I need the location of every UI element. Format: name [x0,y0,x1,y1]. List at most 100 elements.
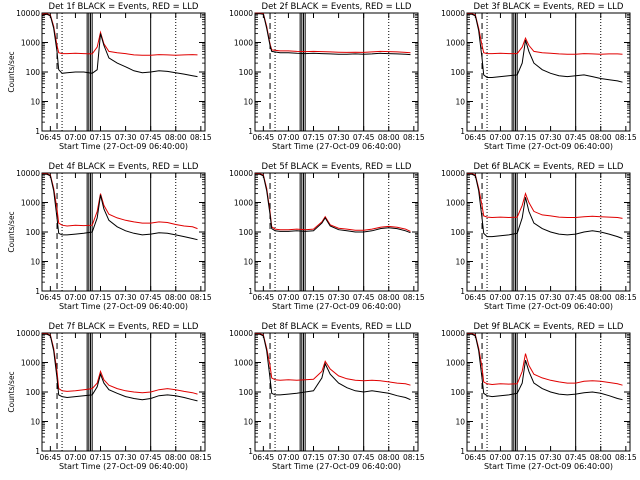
panel-title: Det 7f BLACK = Events, RED = LLD [49,322,199,332]
y-tick-label: 1000 [21,199,40,208]
events-line [41,13,198,78]
x-axis-label: Start Time (27-Oct-09 06:40:00) [59,462,188,471]
x-axis-label: Start Time (27-Oct-09 06:40:00) [272,142,401,151]
lld-series [255,173,411,232]
lld-series [467,13,623,55]
x-tick-label: 07:15 [90,453,112,462]
x-tick-label: 08:00 [378,453,400,462]
plot-frame [254,12,419,132]
x-tick-label: 07:45 [565,453,587,462]
x-tick-label: 07:30 [540,453,562,462]
x-tick-label: 06:45 [253,453,275,462]
lld-line [41,13,198,56]
y-tick-label: 10 [455,258,465,267]
x-tick-label: 07:45 [353,293,375,302]
plot-frame [254,332,419,452]
y-tick-label: 1 [460,127,465,136]
x-tick-label: 07:30 [540,133,562,142]
panel-title: Det 3f BLACK = Events, RED = LLD [474,2,624,12]
x-tick-label: 07:15 [515,293,537,302]
y-tick-label: 10 [243,418,253,427]
x-axis-label: Start Time (27-Oct-09 06:40:00) [484,462,613,471]
x-tick-label: 07:15 [515,133,537,142]
y-tick-label: 100 [26,228,41,237]
x-tick-label: 07:00 [490,453,512,462]
x-tick-label: 06:45 [465,293,487,302]
x-tick-label: 06:45 [465,453,487,462]
y-tick-label: 10000 [441,9,465,18]
y-tick-label: 10000 [229,9,253,18]
x-tick-label: 07:45 [140,133,162,142]
lld-line [467,333,623,386]
y-tick-label: 10 [243,98,253,107]
y-tick-label: 100 [239,388,254,397]
x-tick-label: 08:00 [378,133,400,142]
y-tick-label: 10000 [16,169,40,178]
lld-series [255,333,411,386]
x-tick-label: 06:45 [465,133,487,142]
x-tick-label: 08:00 [590,293,612,302]
x-tick-label: 08:00 [590,453,612,462]
y-tick-label: 100 [451,228,466,237]
x-tick-label: 07:00 [278,453,300,462]
x-tick-label: 08:00 [165,453,187,462]
events-line [42,333,198,402]
y-tick-label: 1000 [234,199,253,208]
lld-series [467,173,623,219]
x-tick-label: 07:00 [278,293,300,302]
y-tick-label: 100 [239,68,254,77]
plot-frame [466,332,631,452]
y-tick-label: 1 [248,287,253,296]
x-tick-label: 08:15 [403,453,425,462]
y-tick-label: 100 [239,228,254,237]
lld-line [255,12,411,54]
detector-panel-4: Det 4f BLACK = Events, RED = LLD 1 10 100 10… [7,162,212,311]
y-tick-label: 1 [460,447,465,456]
events-line [467,333,623,401]
events-line [467,13,623,83]
x-tick-label: 06:45 [40,453,62,462]
detector-panel-7: Det 7f BLACK = Events, RED = LLD 1 10 100 10… [7,322,212,471]
x-tick-label: 07:45 [140,293,162,302]
y-tick-label: 1000 [446,199,465,208]
lld-line [255,173,411,232]
events-line [255,13,411,56]
y-tick-label: 10000 [229,169,253,178]
y-tick-label: 10000 [441,169,465,178]
x-axis-label: Start Time (27-Oct-09 06:40:00) [272,302,401,311]
x-axis-label: Start Time (27-Oct-09 06:40:00) [59,142,188,151]
events-line [255,333,411,401]
x-axis-label: Start Time (27-Oct-09 06:40:00) [59,302,188,311]
x-tick-label: 08:15 [615,453,637,462]
detector-panel-8: Det 8f BLACK = Events, RED = LLD 1 10 100 10… [229,322,425,471]
x-tick-label: 07:15 [303,293,325,302]
detector-panel-2: Det 2f BLACK = Events, RED = LLD 1 10 100 10… [229,2,425,151]
lld-series [42,173,198,230]
x-tick-label: 07:00 [65,293,87,302]
lld-series [41,13,198,56]
events-series [41,13,198,78]
events-series [255,173,411,234]
lld-line [467,13,623,55]
x-tick-label: 07:30 [115,293,137,302]
x-tick-label: 07:15 [90,133,112,142]
x-tick-label: 06:45 [40,293,62,302]
x-tick-label: 06:45 [253,293,275,302]
x-tick-label: 07:30 [328,293,350,302]
x-tick-label: 08:15 [403,293,425,302]
panel-title: Det 8f BLACK = Events, RED = LLD [262,322,412,332]
x-tick-label: 08:00 [165,293,187,302]
x-tick-label: 07:00 [490,133,512,142]
x-tick-label: 07:00 [65,133,87,142]
y-tick-label: 100 [451,388,466,397]
x-tick-label: 07:45 [353,133,375,142]
x-tick-label: 07:45 [565,293,587,302]
y-tick-label: 100 [26,388,41,397]
events-series [42,173,198,241]
x-tick-label: 07:45 [353,453,375,462]
plot-frame [41,172,206,292]
x-tick-label: 07:15 [303,453,325,462]
plot-frame [41,12,206,132]
panel-title: Det 4f BLACK = Events, RED = LLD [49,162,199,172]
